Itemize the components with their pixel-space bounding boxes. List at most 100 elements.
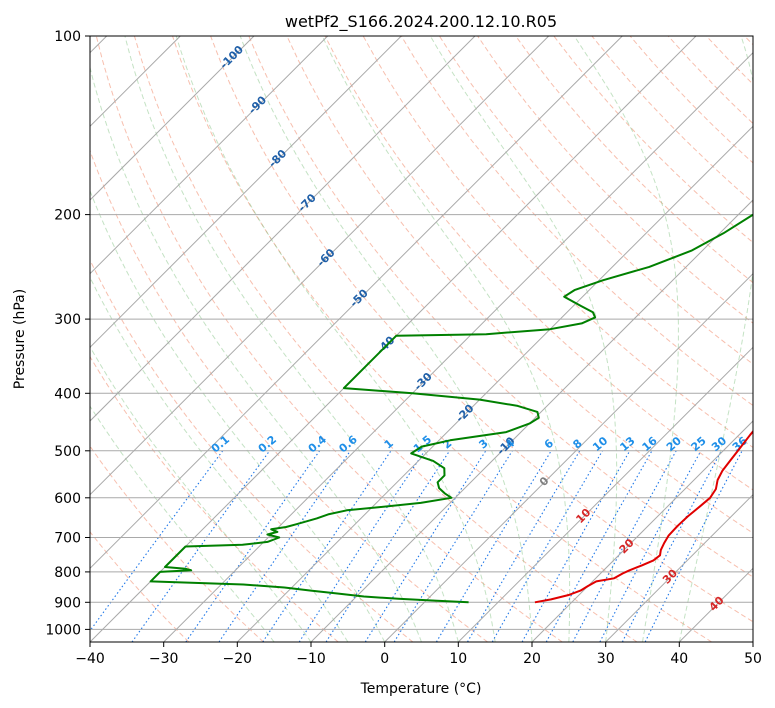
isotherm-label: -80 [266,147,289,170]
mixing-ratio-line [131,450,271,642]
x-axis: −40 −30 −20 −10 0 10 20 30 40 50 [75,642,762,667]
x-tick-label: 10 [449,651,467,667]
mixing-ratio-line [467,450,581,642]
mixing-ratio-label: 8 [570,437,584,452]
mixing-ratio-label: 0.1 [209,433,232,455]
dry-adiabat-line [705,36,753,85]
mixing-ratio-label: 2 [440,437,454,452]
temperature-profile-line [534,429,753,604]
isotherm-label: 10 [573,506,593,526]
y-tick-label: 800 [54,565,81,581]
isotherm-grid [90,36,753,642]
mixing-ratio-line [621,450,722,642]
pressure-grid [90,36,753,630]
mixing-ratio-line [545,450,653,642]
mixing-ratio-line [218,450,351,642]
isotherm-gridline [531,420,753,642]
plot-area: -100-90-80-70-60-50-40-30-20-10010203040… [90,36,753,642]
isotherm-gridline [457,346,753,642]
dry-adiabat-line [90,258,414,642]
dry-adiabat-line [362,36,753,449]
dry-adiabat-line [438,36,753,365]
mixing-ratio-line [364,450,487,642]
mixing-ratio-line [262,450,392,642]
x-tick-label: 50 [744,651,762,667]
y-axis-title: Pressure (hPa) [12,289,28,389]
isotherm-label: -70 [296,191,319,214]
mixing-ratio-label: 3 [476,437,490,452]
x-tick-label: −10 [296,651,326,667]
dry-adiabat-line [667,36,753,125]
isotherm-gridline [90,36,255,201]
moist-adiabat-line [90,345,312,642]
isotherm-label: 40 [707,594,727,614]
isotherm-gridline [90,36,329,275]
moist-adiabat-line [321,36,571,642]
isotherm-gridline [310,199,753,642]
moist-adiabat-line [175,36,496,642]
mixing-ratio-line [185,450,321,642]
isotherm-gridline [384,272,753,642]
y-tick-label: 300 [54,312,81,328]
isotherm-gridline [90,36,402,349]
dry-adiabat-line [286,36,753,534]
plot-frame [89,35,754,643]
isotherm-gridline [90,36,623,570]
dry-adiabat-line [248,36,753,578]
mixing-ratio-line [599,450,702,642]
moist-adiabat-line [678,36,753,642]
x-axis-title: Temperature (°C) [360,681,482,697]
dry-adiabat-line [210,36,753,623]
dry-adiabat-line [324,36,753,491]
moist-adiabat-line [90,405,275,642]
isotherm-gridline [90,36,476,422]
isotherm-gridline [163,51,753,642]
x-tick-label: 20 [523,651,541,667]
mixing-ratio-line [521,450,631,642]
mixing-ratio-line [572,450,677,642]
dry-adiabat-line [90,445,264,642]
dry-adiabat-line [90,531,190,642]
mixing-ratio-label: 0.4 [306,433,330,456]
chart-title: wetPf2_S166.2024.200.12.10.R05 [285,12,557,32]
x-tick-label: 30 [597,651,615,667]
y-tick-label: 700 [54,531,81,547]
dewpoint-profile-line [149,213,753,604]
moist-adiabat-line [90,189,386,642]
isotherm-label: 0 [537,474,552,489]
isotherm-gridline [605,493,753,642]
y-tick-label: 900 [54,595,81,611]
dry-adiabat-line [553,36,753,244]
mixing-ratio-line [644,450,743,642]
y-tick-label: 500 [54,444,81,460]
moist-adiabats [90,36,753,642]
mixing-ratio-line [435,450,552,642]
isotherm-gridline [90,36,550,496]
y-tick-label: 200 [54,208,81,224]
mixing-ratio-line [90,450,224,632]
isotherm-label: -20 [453,402,476,425]
dry-adiabat-line [133,36,638,642]
mixing-ratio-line [325,450,451,642]
x-tick-label: −40 [75,651,105,667]
x-tick-label: −30 [149,651,179,667]
moist-adiabat-line [124,36,459,642]
isotherm-label: 30 [660,566,680,586]
isotherm-label: -100 [217,43,246,72]
mixing-ratio-label: 1 [382,437,396,452]
isotherm-label: -60 [314,246,337,269]
mixing-ratio-label: 0.2 [256,433,279,455]
dry-adiabat-line [744,36,753,46]
series-layer [149,213,753,604]
mixing-ratio-lines [90,450,743,642]
moist-adiabat-line [239,36,533,642]
dry-adiabat-line [515,36,753,284]
moist-adiabat-line [90,65,422,642]
x-tick-label: −20 [223,651,253,667]
moist-adiabat-line [90,276,349,642]
isotherm-label: -50 [348,286,371,309]
dry-adiabat-line [172,36,712,642]
isotherm-gridline [752,641,753,642]
